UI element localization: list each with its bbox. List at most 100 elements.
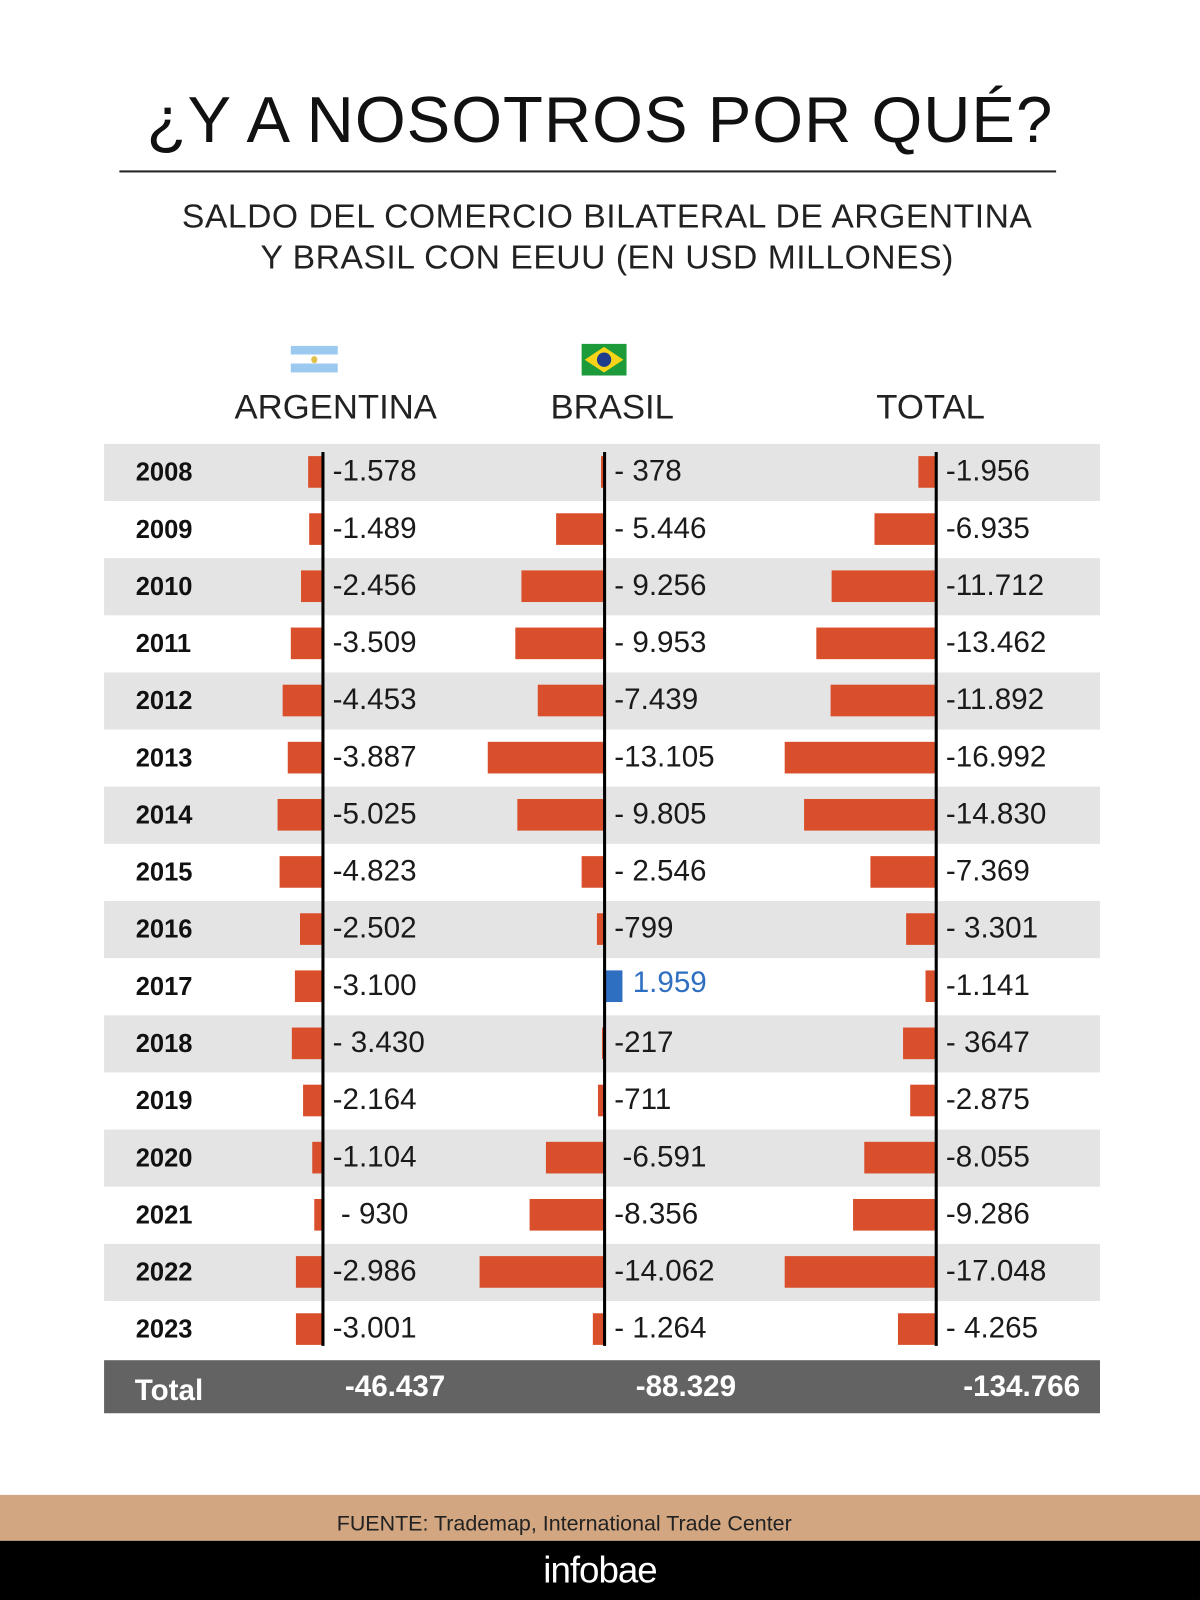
bar-argentina [300, 913, 323, 945]
value-label-argentina: -1.489 [332, 512, 417, 545]
year-label: 2014 [135, 801, 193, 830]
bar-brasil [545, 1141, 605, 1174]
year-label: 2008 [135, 458, 193, 487]
bar-argentina [291, 1027, 323, 1060]
year-label: 2018 [135, 1029, 193, 1059]
bar-total [925, 970, 936, 1003]
bar-argentina [295, 1313, 323, 1345]
bar-total [874, 513, 936, 545]
value-label-argentina: -2.164 [332, 1083, 417, 1117]
value-label-brasil: -8.356 [614, 1197, 699, 1231]
year-label: 2017 [135, 972, 193, 1002]
chart-subtitle-line-2: Y BRASIL CON EEUU (EN USD MILLONES) [260, 237, 954, 276]
table-row: 2019 -2.164 -711 -2.875 [104, 1072, 1100, 1129]
value-label-argentina: -4.823 [332, 855, 417, 888]
value-label-argentina: -5.025 [332, 797, 417, 831]
year-label: 2022 [135, 1258, 193, 1287]
table-row: 2013 -3.887 -13.105 -16.992 [104, 730, 1100, 787]
bar-total [906, 913, 936, 945]
bar-argentina [295, 1256, 323, 1288]
year-label: 2009 [135, 515, 193, 544]
bar-brasil [597, 1084, 605, 1117]
bar-total [853, 1198, 936, 1231]
bar-brasil [521, 570, 605, 603]
value-label-brasil: - 2.546 [614, 855, 707, 888]
value-label-argentina: -2.456 [332, 569, 417, 603]
table-row: 2011 -3.509 - 9.953 -13.462 [104, 615, 1100, 672]
bar-brasil [555, 513, 605, 545]
value-label-brasil: -711 [614, 1083, 672, 1117]
bar-brasil [602, 1027, 605, 1060]
bar-total [910, 1084, 936, 1117]
table-row: 2015 -4.823 - 2.546 -7.369 [104, 844, 1100, 901]
source-bar: FUENTE: Trademap, International Trade Ce… [0, 1494, 1200, 1541]
bar-brasil [592, 1313, 605, 1345]
value-label-argentina: - 930 [332, 1197, 409, 1231]
bar-argentina [309, 513, 323, 545]
bar-argentina [312, 1141, 323, 1174]
value-label-brasil: - 5.446 [614, 512, 707, 545]
bar-brasil [605, 970, 623, 1003]
table-row: 2012 -4.453 -7.439 -11.892 [104, 672, 1100, 730]
value-label-total: -11.892 [945, 683, 1045, 717]
value-label-brasil: - 1.264 [614, 1312, 707, 1345]
bar-total [830, 684, 936, 717]
total-argentina: -46.437 [344, 1370, 446, 1404]
bar-brasil [581, 856, 605, 888]
year-label: 2016 [135, 915, 193, 944]
bar-brasil [479, 1256, 605, 1288]
bar-brasil [596, 913, 605, 945]
value-label-brasil: - 9.953 [614, 626, 707, 660]
value-label-total: -16.992 [945, 740, 1047, 774]
table-row: 2021 - 930 -8.356 -9.286 [104, 1187, 1100, 1244]
bar-argentina [282, 684, 323, 717]
value-label-brasil: -14.062 [614, 1255, 715, 1288]
column-header-argentina: ARGENTINA [234, 387, 437, 427]
bar-total [816, 627, 936, 660]
bar-brasil [538, 684, 605, 717]
bar-total [903, 1027, 936, 1060]
bar-total [784, 741, 936, 774]
bar-argentina [291, 627, 323, 660]
value-label-argentina: - 3.430 [332, 1026, 425, 1060]
argentina-flag-icon [290, 345, 338, 373]
value-label-brasil: - 378 [614, 455, 682, 488]
axis-brasil [603, 452, 607, 1346]
year-label: 2013 [135, 743, 193, 773]
value-label-argentina: -4.453 [332, 683, 417, 717]
year-label: 2010 [135, 572, 193, 602]
table-row: 2017 -3.100 1.959 -1.141 [104, 958, 1100, 1015]
year-label: 2023 [135, 1315, 193, 1344]
brand-bar: infobae [0, 1540, 1200, 1600]
value-label-total: -13.462 [945, 626, 1047, 660]
bar-argentina [277, 798, 323, 831]
value-label-argentina: -3.887 [332, 740, 417, 774]
value-label-argentina: -1.104 [332, 1140, 417, 1174]
bar-argentina [287, 741, 323, 774]
year-label: 2021 [135, 1201, 193, 1230]
year-label: 2012 [135, 686, 193, 716]
bar-brasil [515, 627, 605, 660]
value-label-brasil: -217 [614, 1026, 674, 1060]
value-label-total: - 3.301 [945, 912, 1039, 945]
value-label-argentina: -1.578 [332, 455, 417, 488]
bar-argentina [314, 1198, 323, 1231]
bar-total [918, 456, 936, 488]
bar-argentina [300, 570, 323, 603]
value-label-brasil: - 9.805 [614, 797, 707, 831]
value-label-argentina: -3.509 [332, 626, 417, 660]
bar-argentina [279, 856, 323, 888]
value-label-brasil: -799 [614, 912, 674, 945]
table-row: 2008 -1.578 - 378 -1.956 [104, 443, 1100, 502]
source-text: FUENTE: Trademap, International Trade Ce… [336, 1512, 792, 1536]
total-label: Total [134, 1374, 204, 1408]
bar-brasil [517, 798, 605, 831]
value-label-total: -17.048 [945, 1255, 1047, 1288]
bar-argentina [308, 456, 323, 488]
axis-total [934, 452, 938, 1346]
value-label-total: -2.875 [945, 1083, 1030, 1117]
value-label-total: -8.055 [945, 1140, 1030, 1174]
table-row: 2014 -5.025 - 9.805 -14.830 [104, 786, 1100, 844]
bar-total [897, 1313, 936, 1345]
